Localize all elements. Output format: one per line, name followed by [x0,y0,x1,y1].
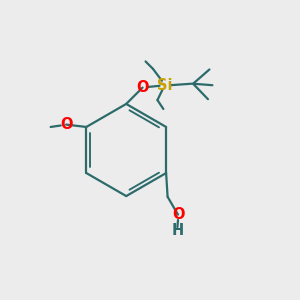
Text: O: O [136,80,149,95]
Text: O: O [60,117,72,132]
Text: Si: Si [157,78,172,93]
Text: H: H [171,223,184,238]
Text: O: O [172,207,184,222]
